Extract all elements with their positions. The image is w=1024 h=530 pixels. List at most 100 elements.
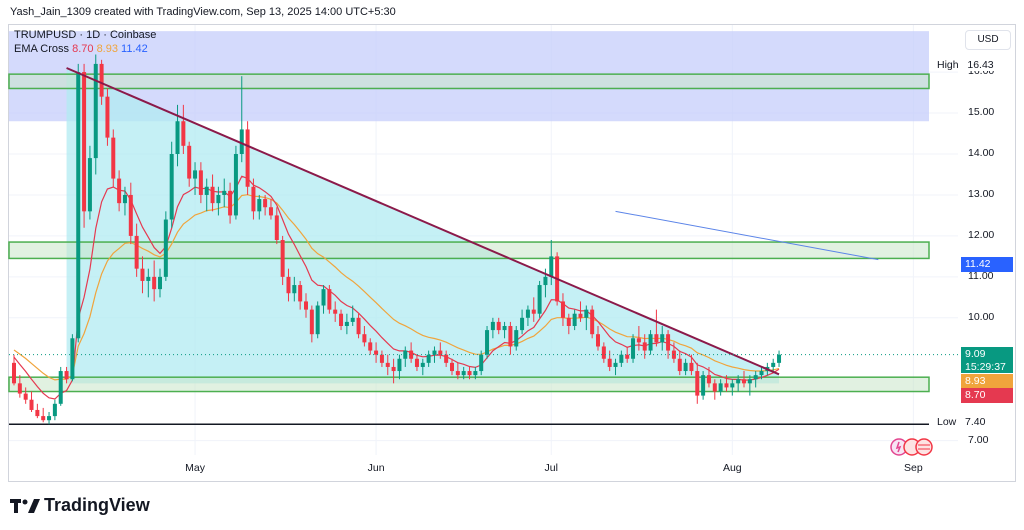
candle-body — [485, 330, 490, 355]
candle-body — [683, 362, 688, 372]
candle-body — [245, 129, 250, 187]
descending-trendline — [66, 67, 780, 376]
candle-body — [461, 371, 466, 376]
candle-body — [753, 375, 758, 380]
candle-body — [17, 383, 22, 394]
candle-body — [52, 403, 57, 417]
price-tag-third: 11.42 — [961, 257, 1013, 272]
candle-body — [718, 383, 723, 392]
candle-body — [426, 354, 431, 363]
candle-body — [251, 186, 256, 212]
candle-body — [724, 383, 729, 388]
candle-body — [619, 354, 624, 363]
candle-body — [362, 334, 367, 343]
high-label: High 16.43 — [934, 59, 997, 71]
candle-body — [41, 416, 46, 421]
candle-body — [228, 190, 233, 216]
candle-body — [268, 207, 273, 216]
candle-body — [163, 219, 168, 277]
candle-body — [537, 285, 542, 314]
candle-body — [432, 350, 437, 355]
bottom-green-zone — [8, 376, 930, 393]
x-tick-label: Sep — [904, 462, 923, 474]
price-tag-countdown: 15:29:37 — [965, 361, 1006, 373]
legend-symbol[interactable]: TRUMPUSD · 1D · Coinbase — [14, 29, 157, 41]
currency-button[interactable]: USD — [965, 30, 1011, 50]
legend-ema[interactable]: EMA Cross 8.70 8.93 11.42 — [14, 43, 148, 55]
candle-body — [742, 379, 746, 384]
candle-body — [689, 362, 694, 372]
candle-body — [304, 301, 308, 310]
candle-body — [93, 63, 98, 159]
candle-body — [339, 313, 344, 326]
candle-body — [455, 371, 460, 376]
candle-body — [58, 371, 63, 404]
top-green-zone — [8, 73, 930, 90]
candle-body — [578, 313, 583, 318]
candle-body — [298, 285, 303, 302]
candle-body — [391, 366, 396, 372]
candle-body — [368, 342, 373, 351]
candle-body — [239, 129, 244, 154]
candle-body — [122, 194, 127, 204]
candle-body — [29, 399, 34, 410]
candle-body — [111, 137, 116, 179]
triangle-pattern — [66, 68, 780, 384]
alerts-icon[interactable] — [890, 438, 934, 456]
candle-body — [584, 309, 589, 318]
candle-body — [642, 342, 647, 351]
candle-body — [654, 334, 659, 343]
candle-body — [759, 371, 764, 376]
candle-body — [117, 178, 122, 204]
candle-body — [181, 121, 186, 146]
candle-body — [601, 346, 606, 359]
brand-name: TradingView — [44, 495, 150, 515]
candle-body — [76, 72, 81, 339]
candle-body — [467, 371, 472, 376]
candle-body — [87, 158, 92, 212]
candle-body — [344, 321, 349, 326]
candle-body — [666, 334, 671, 351]
candle-body — [660, 334, 665, 343]
candle-body — [444, 354, 449, 363]
candle-body — [473, 371, 478, 376]
y-tick-label: 12.00 — [968, 228, 995, 241]
legend-ema-third-value: 11.42 — [121, 43, 148, 55]
candle-body — [204, 186, 209, 195]
candle-body — [198, 170, 203, 195]
candle-body — [677, 358, 682, 372]
candle-body — [514, 330, 519, 347]
candle-body — [631, 338, 636, 359]
candle-body — [695, 371, 700, 396]
y-tick-label: 14.00 — [968, 147, 995, 159]
candle-body — [531, 309, 536, 314]
candle-body — [607, 358, 612, 367]
y-tick-label: 10.00 — [968, 310, 995, 323]
brand-logo[interactable]: TradingView — [10, 495, 150, 516]
x-tick-label: Jun — [367, 462, 385, 474]
y-tick-label: 7.00 — [968, 433, 989, 446]
candle-body — [64, 371, 69, 380]
candle-body — [525, 309, 530, 318]
candle-body — [736, 379, 741, 384]
candle-body — [134, 235, 139, 269]
candle-body — [502, 326, 507, 331]
candle-body — [140, 268, 145, 281]
low-label: Low 7.40 — [934, 416, 989, 428]
price-tag-ema-slow: 8.93 — [961, 374, 1013, 389]
candle-body — [356, 317, 361, 335]
candle-body — [333, 309, 338, 314]
candle-body — [747, 379, 752, 384]
candle-body — [438, 350, 443, 355]
candle-body — [648, 334, 653, 351]
candle-body — [274, 215, 279, 240]
candle-body — [596, 334, 600, 347]
candle-body — [409, 350, 414, 359]
high-label-text: High — [937, 59, 959, 71]
candle-body — [450, 362, 454, 372]
candle-body — [730, 383, 735, 388]
candle-body — [701, 375, 706, 396]
candle-body — [397, 358, 402, 372]
candle-body — [286, 276, 291, 294]
